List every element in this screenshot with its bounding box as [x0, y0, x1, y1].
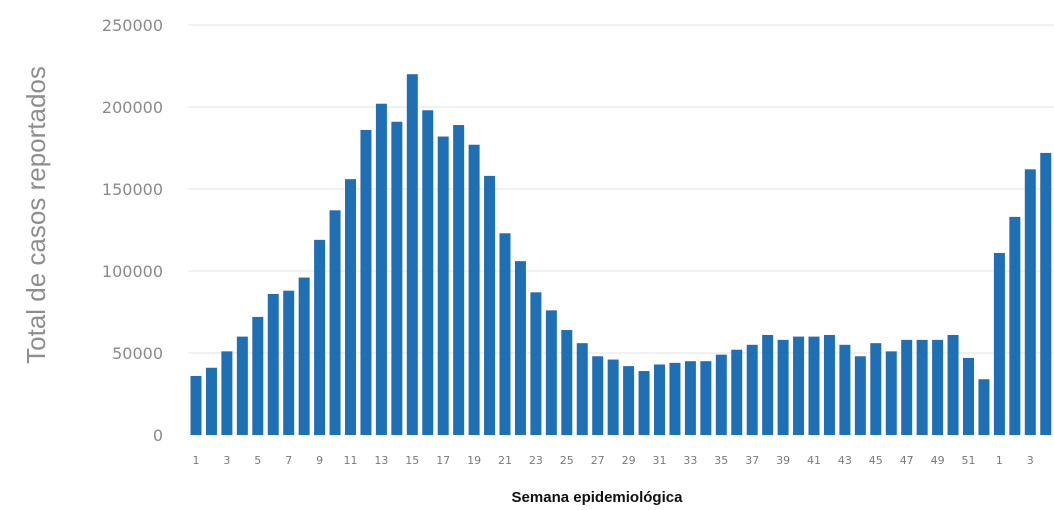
- bar-week-23: [530, 292, 542, 435]
- bar-week-26: [576, 343, 588, 435]
- y-tick-labels: 0 50000 100000 150000 200000 250000: [102, 16, 163, 445]
- x-tick-label: 31: [653, 454, 667, 467]
- bar-week-33: [684, 361, 696, 435]
- x-tick-label: 13: [374, 454, 388, 467]
- bar-week-13: [375, 103, 387, 435]
- bar-week-14: [391, 121, 403, 435]
- bar-week-41: [808, 336, 820, 435]
- x-tick-label: 23: [529, 454, 543, 467]
- bar-week-32: [669, 362, 681, 435]
- bar-week-3: [1024, 169, 1036, 435]
- x-tick-label: 21: [498, 454, 512, 467]
- x-tick-label: 15: [405, 454, 419, 467]
- y-tick-label: 100000: [102, 262, 163, 281]
- x-tick-label: 5: [254, 454, 261, 467]
- bar-week-19: [468, 144, 480, 435]
- bar-week-2: [1009, 216, 1021, 435]
- x-tick-label: 43: [838, 454, 852, 467]
- y-tick-label: 150000: [102, 180, 163, 199]
- bar-week-7: [283, 290, 295, 435]
- x-tick-label: 3: [223, 454, 230, 467]
- bar-week-21: [499, 233, 511, 435]
- bar-week-45: [870, 343, 882, 435]
- bar-week-17: [437, 136, 449, 435]
- x-tick-label: 1: [996, 454, 1003, 467]
- bars: [190, 74, 1052, 436]
- bar-week-9: [314, 239, 326, 435]
- bar-week-31: [654, 364, 665, 435]
- bar-week-36: [731, 349, 743, 435]
- bar-week-15: [406, 74, 418, 435]
- bar-week-1: [993, 252, 1005, 435]
- x-tick-label: 41: [807, 454, 821, 467]
- bar-week-46: [885, 351, 897, 435]
- bar-week-51: [963, 357, 974, 435]
- bar-week-42: [823, 334, 835, 435]
- x-tick-label: 49: [931, 454, 945, 467]
- bar-week-16: [422, 110, 434, 435]
- x-tick-label: 47: [900, 454, 914, 467]
- bar-week-5: [252, 316, 264, 435]
- bar-week-47: [901, 339, 913, 435]
- bar-week-12: [360, 129, 372, 435]
- bar-week-52: [978, 379, 990, 435]
- x-tick-label: 7: [285, 454, 292, 467]
- x-tick-labels: 1 3 5 7 9 11 13 15 17 19 21 23 25 27 29 31 33 35 37 39 41 43 4…: [193, 454, 1034, 467]
- bar-week-43: [839, 344, 851, 435]
- x-tick-label: 3: [1027, 454, 1034, 467]
- bar-week-20: [484, 175, 496, 435]
- x-tick-label: 19: [467, 454, 481, 467]
- y-tick-label: 250000: [102, 16, 163, 35]
- bar-week-18: [453, 125, 465, 435]
- bar-week-2: [205, 367, 217, 435]
- bar-week-40: [793, 336, 805, 435]
- bar-week-4: [1040, 152, 1052, 436]
- bar-week-24: [545, 310, 557, 435]
- x-tick-label: 25: [560, 454, 574, 467]
- bar-week-22: [514, 261, 526, 435]
- bar-week-37: [746, 344, 758, 435]
- x-tick-label: 39: [776, 454, 790, 467]
- x-tick-label: 17: [436, 454, 450, 467]
- x-tick-label: 11: [344, 454, 358, 467]
- bar-week-34: [700, 361, 712, 435]
- bar-week-10: [329, 210, 341, 435]
- bar-week-49: [932, 339, 944, 435]
- y-tick-label: 50000: [112, 344, 163, 363]
- bar-week-35: [715, 354, 727, 435]
- x-tick-label: 51: [962, 454, 976, 467]
- x-axis-title: Semana epidemiológica: [512, 489, 684, 506]
- y-tick-label: 0: [153, 426, 163, 445]
- x-tick-label: 27: [591, 454, 605, 467]
- x-tick-label: 33: [683, 454, 697, 467]
- x-tick-label: 29: [622, 454, 636, 467]
- bar-week-4: [236, 336, 248, 435]
- bar-week-27: [592, 356, 604, 435]
- bar-week-6: [267, 293, 279, 435]
- bar-week-44: [854, 356, 866, 435]
- x-tick-label: 37: [745, 454, 759, 467]
- x-tick-label: 1: [193, 454, 200, 467]
- x-tick-label: 45: [869, 454, 883, 467]
- bar-week-1: [190, 375, 202, 435]
- bar-week-8: [298, 277, 310, 435]
- x-tick-label: 35: [714, 454, 728, 467]
- y-axis-title: Total de casos reportados: [21, 66, 51, 364]
- bar-week-48: [916, 339, 928, 435]
- bar-week-3: [221, 351, 233, 435]
- bar-week-29: [623, 366, 635, 435]
- bar-week-30: [638, 371, 650, 435]
- bar-week-28: [607, 359, 619, 435]
- x-tick-label: 9: [316, 454, 323, 467]
- bar-week-50: [947, 334, 959, 435]
- bar-week-25: [561, 330, 573, 435]
- y-tick-label: 200000: [102, 98, 163, 117]
- bar-week-39: [777, 339, 789, 435]
- bar-week-11: [345, 179, 356, 435]
- bar-week-38: [762, 334, 774, 435]
